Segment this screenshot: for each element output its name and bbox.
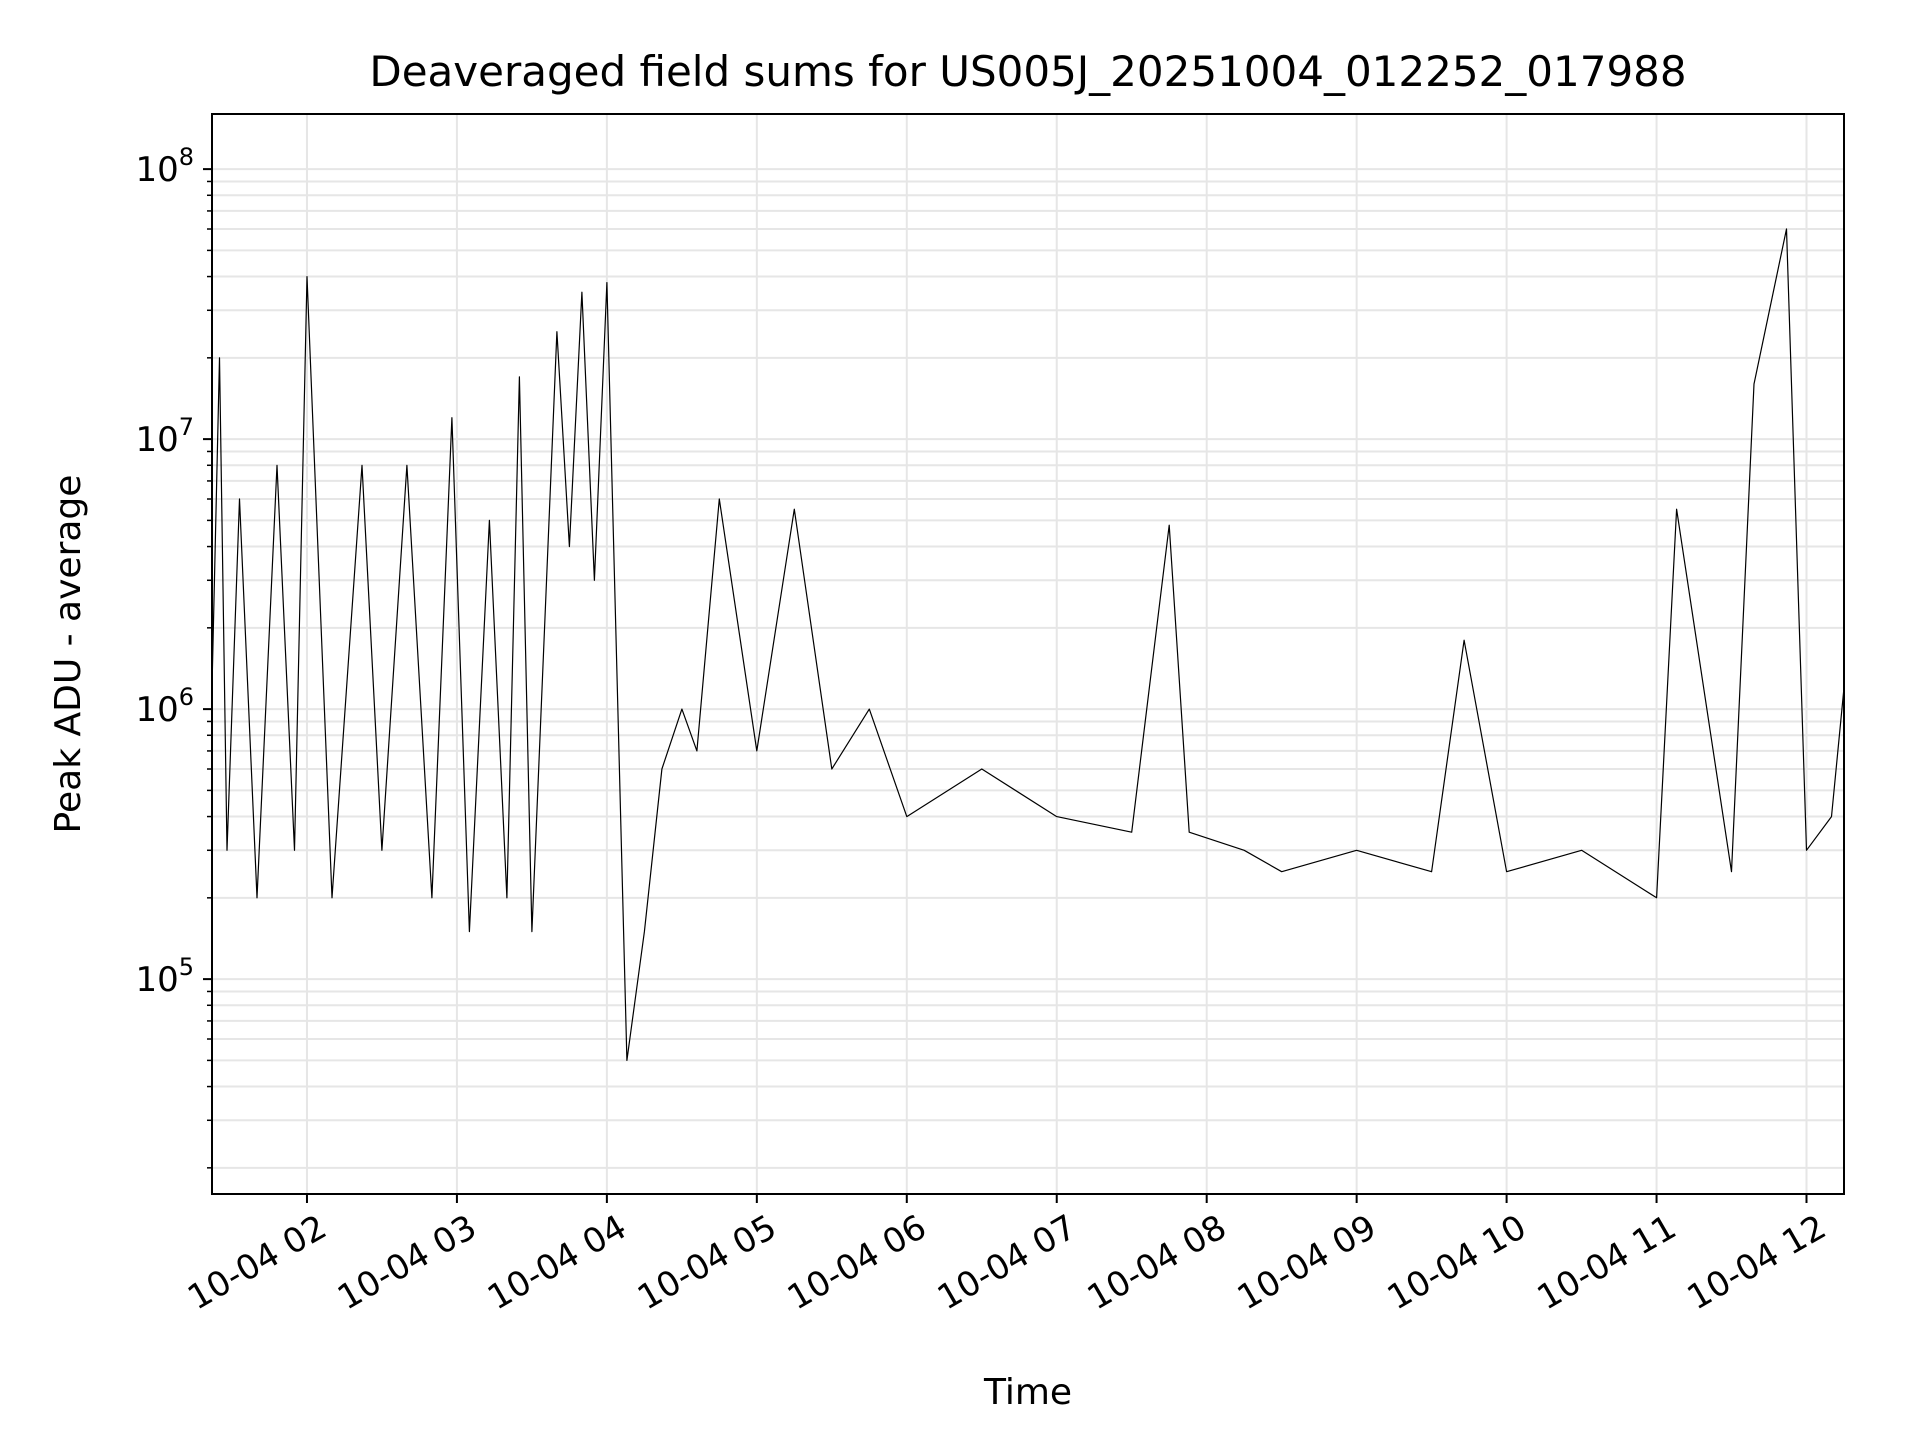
x-tick-label: 10-04 08 <box>1081 1207 1233 1318</box>
x-tick-label: 10-04 03 <box>331 1207 483 1318</box>
x-tick-label: 10-04 04 <box>481 1207 633 1318</box>
y-tick-label: 106 <box>135 683 194 730</box>
x-tick-label: 10-04 11 <box>1531 1207 1683 1318</box>
y-axis-label: Peak ADU - average <box>48 475 89 834</box>
x-tick-label: 10-04 06 <box>781 1207 933 1318</box>
x-axis-label: Time <box>983 1372 1072 1413</box>
x-tick-label: 10-04 09 <box>1231 1207 1383 1318</box>
x-tick-label: 10-04 10 <box>1381 1207 1533 1318</box>
y-tick-label: 105 <box>135 953 194 1000</box>
chart-title: Deaveraged field sums for US005J_2025100… <box>369 47 1686 96</box>
y-tick-label: 107 <box>135 413 194 460</box>
grid <box>212 114 1844 1194</box>
series-line <box>211 228 1845 1062</box>
y-tick-label: 108 <box>135 143 194 190</box>
x-tick-label: 10-04 12 <box>1681 1207 1833 1318</box>
x-tick-label: 10-04 02 <box>181 1207 333 1318</box>
x-tick-label: 10-04 05 <box>631 1207 783 1318</box>
x-tick-label: 10-04 07 <box>931 1207 1083 1318</box>
plot-area <box>211 228 1845 1062</box>
axes-frame <box>211 113 1845 1195</box>
y-axis: 105 106 107 108 <box>135 143 212 1169</box>
